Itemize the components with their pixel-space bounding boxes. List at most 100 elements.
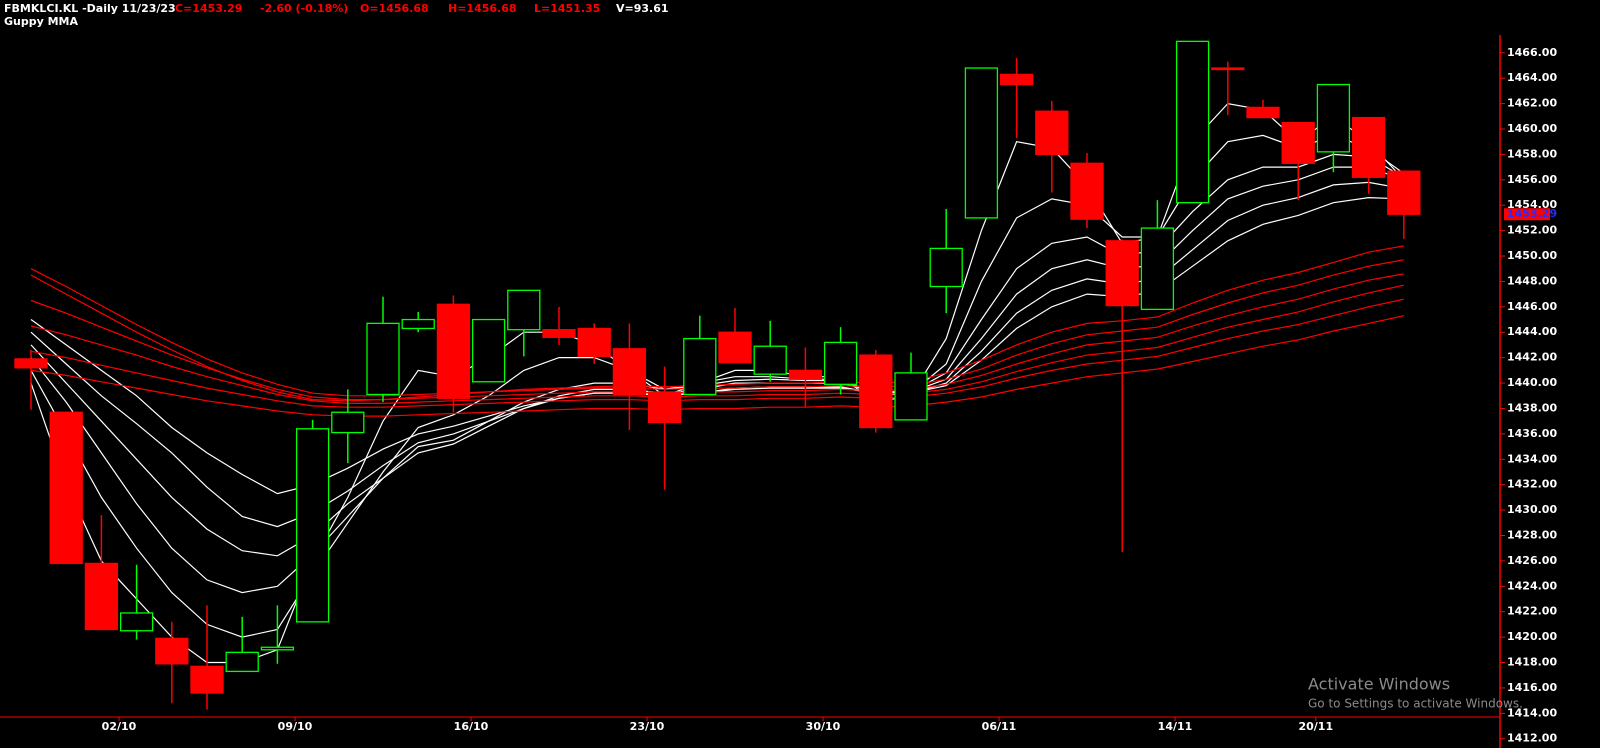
candle-body <box>1316 83 1351 153</box>
quote-item: O=1456.68 <box>360 2 429 15</box>
quote-item: L=1451.35 <box>534 2 600 15</box>
y-tick-label: 1430.00 <box>1507 503 1557 516</box>
y-tick-label: 1440.00 <box>1507 376 1557 389</box>
candle-body <box>577 327 611 358</box>
candle-body <box>225 651 259 673</box>
candle-body <box>1351 116 1386 178</box>
candle-body <box>1070 162 1104 220</box>
y-tick-label: 1450.00 <box>1507 249 1557 262</box>
x-tick-label: 14/11 <box>1158 720 1193 733</box>
candle-body <box>1035 110 1069 156</box>
candle-body <box>542 329 576 338</box>
mma-line <box>30 245 1404 402</box>
x-tick-label: 30/10 <box>806 720 841 733</box>
quote-item: H=1456.68 <box>448 2 517 15</box>
mma-line <box>30 166 1405 557</box>
mma-line <box>30 298 1404 408</box>
mma-line <box>30 284 1404 404</box>
candle-body <box>260 646 295 651</box>
candle-body <box>401 318 435 330</box>
candle-body <box>84 562 119 631</box>
y-tick-label: 1464.00 <box>1507 71 1557 84</box>
y-tick-label: 1454.00 <box>1507 198 1557 211</box>
candle-body <box>788 369 823 380</box>
y-tick-label: 1466.00 <box>1507 46 1557 59</box>
y-tick-label: 1422.00 <box>1507 605 1557 618</box>
quote-bar: C=1453.29 -2.60 (-0.18%) O=1456.68 H=1456.6… <box>175 2 669 15</box>
candle-body <box>647 391 682 424</box>
y-tick-label: 1416.00 <box>1507 681 1557 694</box>
candle-body <box>471 318 506 383</box>
quote-item: -2.60 (-0.18%) <box>260 2 348 15</box>
candle-body <box>894 372 928 421</box>
candle-body <box>1246 106 1280 119</box>
mma-line <box>30 153 1405 594</box>
y-tick-label: 1448.00 <box>1507 274 1557 287</box>
y-tick-label: 1414.00 <box>1507 706 1557 719</box>
candle-body <box>1105 240 1139 307</box>
candle-body <box>1387 170 1421 215</box>
chart-subtitle: Guppy MMA <box>4 15 79 28</box>
y-tick-label: 1424.00 <box>1507 579 1557 592</box>
candle-body <box>612 348 647 396</box>
candle-body <box>295 428 330 623</box>
candle-body <box>507 289 541 331</box>
quote-item: C=1453.29 <box>175 2 242 15</box>
y-tick-label: 1460.00 <box>1507 122 1557 135</box>
mma-line <box>30 273 1404 401</box>
y-tick-label: 1434.00 <box>1507 452 1557 465</box>
candle-body <box>859 354 893 429</box>
y-tick-label: 1432.00 <box>1507 478 1557 491</box>
quote-item: V=93.61 <box>616 2 669 15</box>
candle-body <box>1175 40 1210 204</box>
candle-body <box>683 337 717 396</box>
candle-body <box>999 73 1034 86</box>
axes: 1412.00 1414.00 1416.00 1418.00 1420.00 1422.… <box>0 35 1557 748</box>
x-tick-label: 16/10 <box>454 720 489 733</box>
candle-body <box>14 358 48 369</box>
watermark-title: Activate Windows <box>1308 675 1450 694</box>
candle-body <box>929 247 963 288</box>
candle-body <box>366 322 400 396</box>
candle-body <box>119 612 154 632</box>
y-tick-label: 1426.00 <box>1507 554 1557 567</box>
y-tick-label: 1446.00 <box>1507 300 1557 313</box>
candle-body <box>1211 67 1245 71</box>
y-tick-label: 1452.00 <box>1507 224 1557 237</box>
y-tick-label: 1436.00 <box>1507 427 1557 440</box>
candle-body <box>964 67 999 219</box>
candle-body <box>1140 227 1175 311</box>
mma-line <box>30 102 1405 664</box>
watermark-text: Go to Settings to activate Windows. <box>1308 697 1523 711</box>
y-tick-label: 1420.00 <box>1507 630 1557 643</box>
candle-body <box>823 341 858 385</box>
candle-body <box>718 331 752 364</box>
x-tick-label: 20/11 <box>1298 720 1333 733</box>
mma-lines <box>30 102 1405 664</box>
candle-body <box>1281 121 1315 164</box>
y-tick-label: 1428.00 <box>1507 528 1557 541</box>
y-tick-label: 1456.00 <box>1507 173 1557 186</box>
candle-body <box>49 411 83 565</box>
candle-body <box>436 303 471 399</box>
x-tick-label: 23/10 <box>630 720 665 733</box>
x-tick-label: 02/10 <box>102 720 137 733</box>
candles <box>14 40 1421 710</box>
mma-line <box>30 315 1404 417</box>
y-tick-label: 1462.00 <box>1507 97 1557 110</box>
y-tick-label: 1444.00 <box>1507 325 1557 338</box>
y-tick-label: 1412.00 <box>1507 732 1557 745</box>
last-price-box <box>1504 208 1550 221</box>
candle-body <box>331 411 365 434</box>
last-price-label: 1453.29 <box>1507 207 1557 220</box>
x-tick-label: 06/11 <box>982 720 1017 733</box>
x-tick-label: 09/10 <box>278 720 313 733</box>
mma-line <box>30 181 1404 528</box>
mma-line <box>30 134 1405 638</box>
chart-title: FBMKLCI.KL -Daily 11/23/23 <box>4 2 176 15</box>
y-tick-label: 1442.00 <box>1507 351 1557 364</box>
candle-body <box>190 665 224 694</box>
mma-line <box>30 259 1404 397</box>
